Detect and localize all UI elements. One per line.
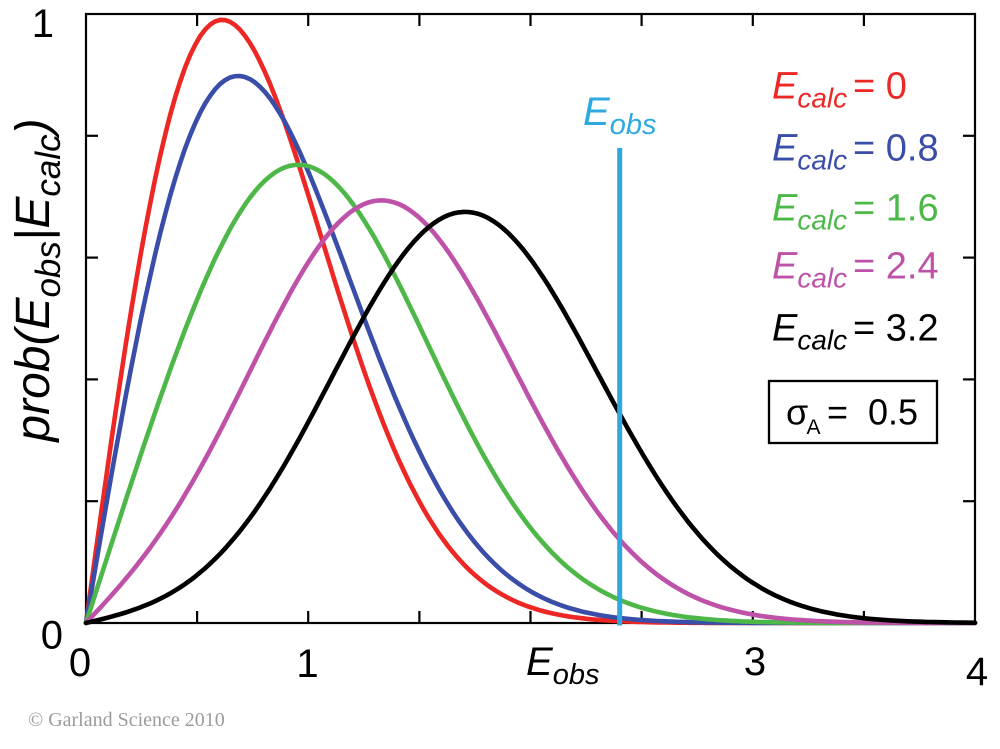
svg-text:3: 3 — [744, 640, 766, 684]
svg-text:0: 0 — [69, 641, 91, 685]
svg-text:Ecalc= 0.8: Ecalc = 0.8 — [772, 128, 939, 176]
svg-text:© Garland Science 2010: © Garland Science 2010 — [28, 709, 225, 731]
svg-text:Ecalc= 1.6: Ecalc = 1.6 — [772, 187, 939, 235]
svg-text:4: 4 — [966, 650, 988, 694]
svg-text:1: 1 — [32, 2, 54, 46]
svg-text:Ecalc= 2.4: Ecalc = 2.4 — [772, 246, 939, 294]
svg-text:1: 1 — [296, 642, 318, 686]
svg-text:0: 0 — [41, 614, 63, 658]
svg-text:σA=0.5: σA = 0.5 — [786, 392, 918, 440]
svg-text:Ecalc= 0: Ecalc = 0 — [772, 66, 907, 114]
svg-text:Ecalc= 3.2: Ecalc = 3.2 — [772, 307, 939, 355]
